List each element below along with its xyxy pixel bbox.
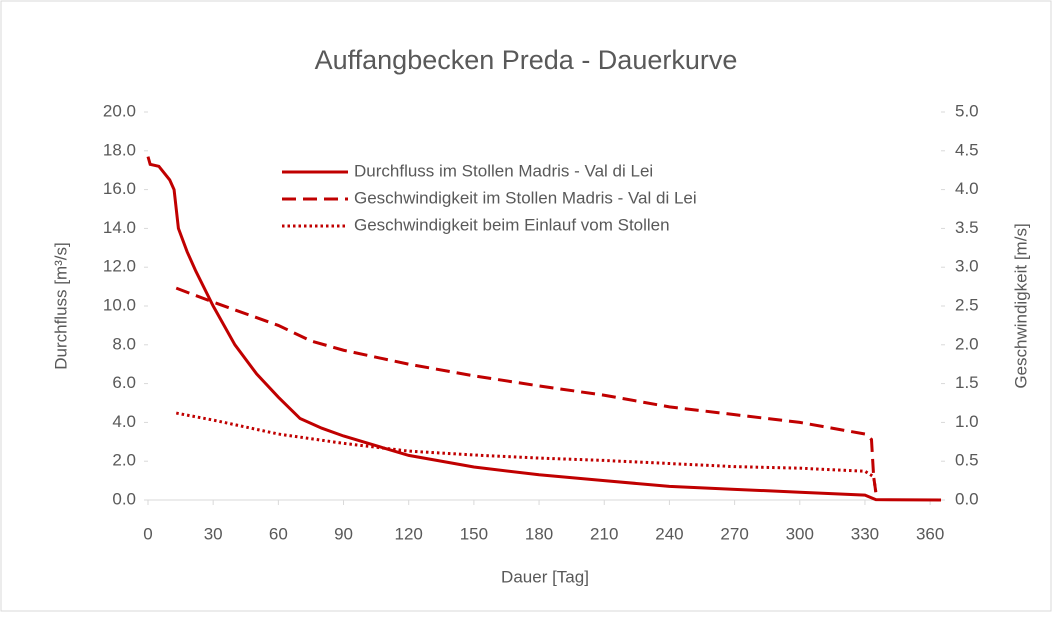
legend-label: Durchfluss im Stollen Madris - Val di Le… <box>354 161 653 180</box>
y-tick-label: 14.0 <box>103 218 136 237</box>
y-tick-label: 4.0 <box>112 412 136 431</box>
y2-tick-label: 3.5 <box>955 218 979 237</box>
x-tick-label: 270 <box>720 524 748 543</box>
y-tick-label: 12.0 <box>103 257 136 276</box>
y-tick-label: 16.0 <box>103 179 136 198</box>
y-tick-label: 20.0 <box>103 101 136 120</box>
y2-tick-label: 0.0 <box>955 489 979 508</box>
x-tick-label: 180 <box>525 524 553 543</box>
y2-tick-label: 5.0 <box>955 101 979 120</box>
legend-label: Geschwindigkeit beim Einlauf vom Stollen <box>354 215 670 234</box>
y2-tick-label: 2.5 <box>955 295 979 314</box>
y-tick-label: 6.0 <box>112 373 136 392</box>
y2-tick-label: 2.0 <box>955 334 979 353</box>
x-tick-label: 60 <box>269 524 288 543</box>
x-tick-label: 0 <box>143 524 152 543</box>
x-tick-label: 210 <box>590 524 618 543</box>
x-tick-label: 300 <box>786 524 814 543</box>
y2-tick-label: 0.5 <box>955 451 979 470</box>
x-tick-label: 120 <box>395 524 423 543</box>
x-axis-label: Dauer [Tag] <box>501 567 589 586</box>
y-tick-label: 8.0 <box>112 334 136 353</box>
y2-tick-label: 3.0 <box>955 257 979 276</box>
x-tick-label: 240 <box>655 524 683 543</box>
y-tick-label: 10.0 <box>103 295 136 314</box>
y2-tick-label: 1.5 <box>955 373 979 392</box>
y-tick-label: 0.0 <box>112 489 136 508</box>
y2-tick-label: 4.0 <box>955 179 979 198</box>
x-tick-label: 90 <box>334 524 353 543</box>
chart-title: Auffangbecken Preda - Dauerkurve <box>315 45 738 75</box>
x-tick-label: 330 <box>851 524 879 543</box>
y-tick-label: 2.0 <box>112 451 136 470</box>
y2-axis-label: Geschwindigkeit [m/s] <box>1011 223 1030 388</box>
y-tick-label: 18.0 <box>103 140 136 159</box>
x-tick-label: 360 <box>916 524 944 543</box>
y2-tick-label: 1.0 <box>955 412 979 431</box>
x-tick-label: 30 <box>204 524 223 543</box>
y2-tick-label: 4.5 <box>955 140 979 159</box>
legend-label: Geschwindigkeit im Stollen Madris - Val … <box>354 188 697 207</box>
series-line <box>146 156 942 502</box>
y-axis-label: Durchfluss [m³/s] <box>51 242 70 370</box>
x-tick-label: 150 <box>460 524 488 543</box>
series-line <box>175 286 878 493</box>
